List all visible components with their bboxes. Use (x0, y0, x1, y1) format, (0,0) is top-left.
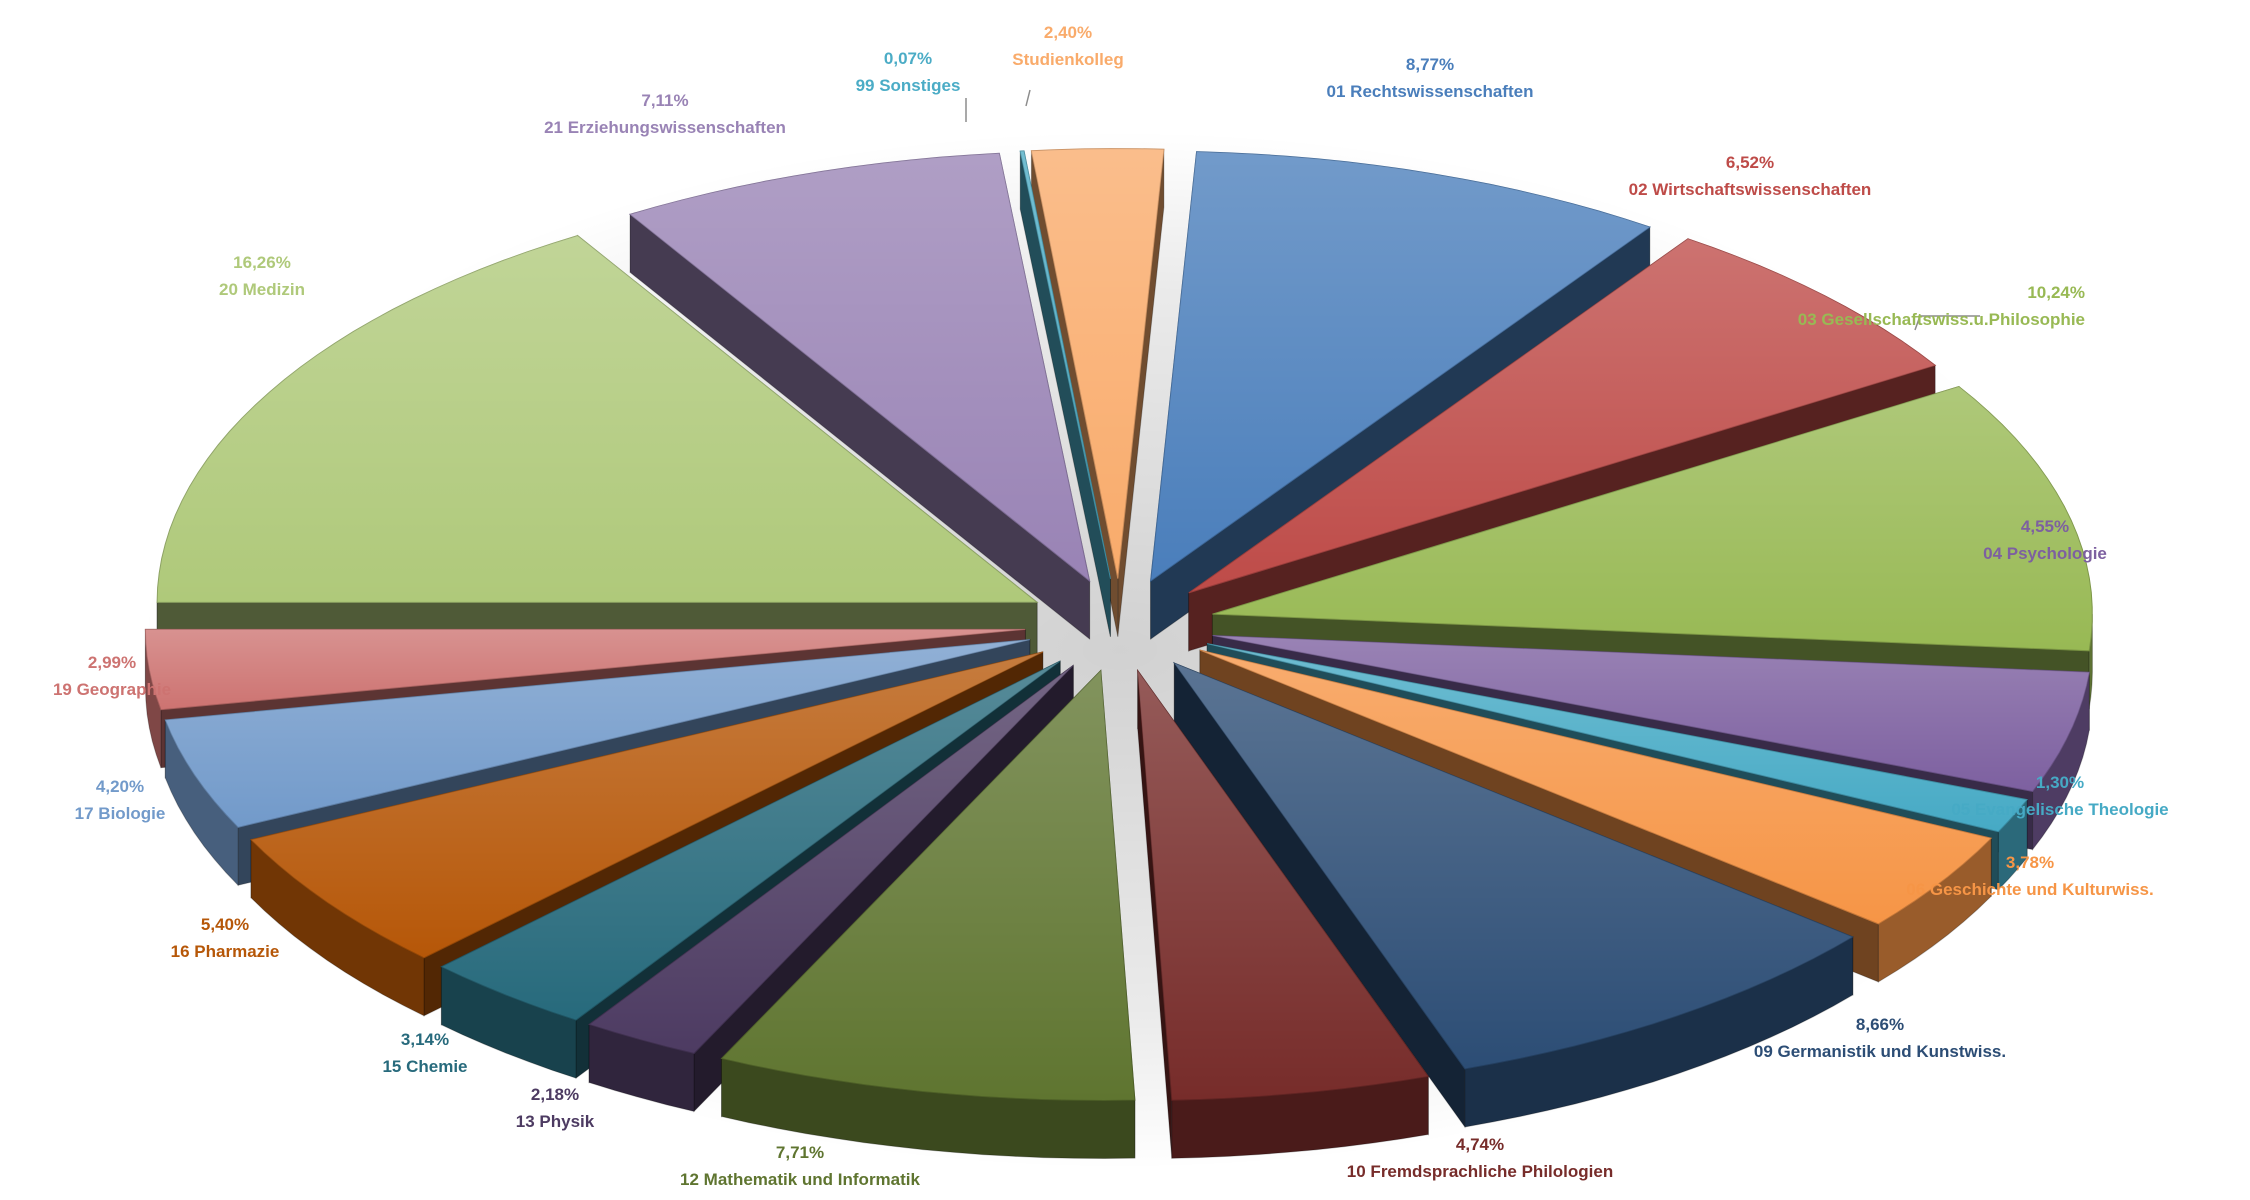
slice-sheen-21-erziehungswissenschaften (630, 153, 1090, 582)
slice-percent-label: 4,20% (96, 777, 144, 796)
slice-category-label: 13 Physik (516, 1112, 595, 1131)
slice-percent-label: 7,11% (641, 91, 688, 110)
label-01-rechtswissenschaften: 8,77% 01 Rechtswissenschaften (1327, 55, 1534, 101)
slice-category-label: 02 Wirtschaftswissenschaften (1629, 180, 1872, 199)
slice-percent-label: 1,30% (2036, 773, 2084, 792)
slice-percent-label: 3,14% (401, 1030, 449, 1049)
slice-percent-label: 2,18% (531, 1085, 579, 1104)
slice-category-label: 16 Pharmazie (171, 942, 280, 961)
slice-sheen-19-geographie (145, 629, 1026, 710)
slice-percent-label: 2,99% (88, 653, 136, 672)
slice-percent-label: 4,55% (2021, 517, 2069, 536)
label-19-geographie: 2,99% 19 Geographie (53, 653, 171, 699)
slice-sheen-03-gesellschaftswiss-u-philosophie (1212, 386, 2093, 651)
label-12-mathematik-und-informatik: 7,71% 12 Mathematik und Informatik (680, 1143, 920, 1189)
slice-sheen-15-chemie (441, 661, 1061, 1021)
slice-category-label: 20 Medizin (219, 280, 305, 299)
slice-percent-label: 3,78% (2006, 853, 2054, 872)
leader-line-03-gesellschaftswiss-u-philosophie (1914, 315, 1980, 331)
slice-category-label: 17 Biologie (75, 804, 166, 823)
slice-category-label: 06 Geschichte und Kulturwiss. (1906, 880, 2154, 899)
slice-percent-label: 16,26% (233, 253, 291, 272)
slice-labels: 8,77% 01 Rechtswissenschaften 6,52% 02 Wirt… (53, 23, 2169, 1189)
slice-sheen-17-biologie (165, 639, 1030, 828)
slice-category-label: 05 Evangelische Theologie (1951, 800, 2168, 819)
label-17-biologie: 4,20% 17 Biologie (75, 777, 166, 823)
slice-sheen-99-sonstiges (1020, 150, 1111, 579)
slice-category-label: 04 Psychologie (1983, 544, 2107, 563)
leader-line-studienkolleg (1025, 89, 1031, 107)
slice-category-label: 03 Gesellschaftswiss.u.Philosophie (1798, 310, 2085, 329)
slice-category-label: 99 Sonstiges (856, 76, 961, 95)
slice-sheen-20-medizin (157, 235, 1038, 603)
slice-sheen-02-wirtschaftswissenschaften (1188, 238, 1936, 593)
slice-category-label: 19 Geographie (53, 680, 171, 699)
slice-percent-label: 6,52% (1726, 153, 1774, 172)
slice-sheen-13-physik (589, 665, 1074, 1054)
slice-percent-label: 5,40% (201, 915, 249, 934)
slice-category-label: 01 Rechtswissenschaften (1327, 82, 1534, 101)
slice-sheen-16-pharmazie (251, 652, 1043, 958)
label-15-chemie: 3,14% 15 Chemie (382, 1030, 467, 1076)
label-02-wirtschaftswissenschaften: 6,52% 02 Wirtschaftswissenschaften (1629, 153, 1872, 199)
slice-sheen-01-rechtswissenschaften (1150, 151, 1650, 582)
slice-percent-label: 2,40% (1044, 23, 1092, 42)
slice-category-label: 15 Chemie (382, 1057, 467, 1076)
label-13-physik: 2,18% 13 Physik (516, 1085, 595, 1131)
label-09-germanistik-und-kunstwiss: 8,66% 09 Germanistik und Kunstwiss. (1754, 1015, 2006, 1061)
slice-sheen-studienkolleg (1031, 148, 1164, 579)
slice-percent-label: 8,77% (1406, 55, 1454, 74)
slice-category-label: 21 Erziehungswissenschaften (544, 118, 786, 137)
label-06-geschichte-und-kulturwiss: 3,78% 06 Geschichte und Kulturwiss. (1906, 853, 2154, 899)
label-studienkolleg: 2,40% Studienkolleg (1012, 23, 1123, 69)
label-99-sonstiges: 0,07% 99 Sonstiges (856, 49, 961, 95)
pie-slice-tops (144, 148, 2093, 1102)
label-04-psychologie: 4,55% 04 Psychologie (1983, 517, 2107, 563)
slice-percent-label: 0,07% (884, 49, 932, 68)
slice-sheen-10-fremdsprachliche-philologien (1137, 670, 1429, 1101)
slice-category-label: 09 Germanistik und Kunstwiss. (1754, 1042, 2006, 1061)
slice-percent-label: 7,71% (776, 1143, 824, 1162)
label-10-fremdsprachliche-philologien: 4,74% 10 Fremdsprachliche Philologien (1347, 1135, 1613, 1181)
slice-percent-label: 10,24% (2027, 283, 2085, 302)
label-03-gesellschaftswiss-u-philosophie: 10,24% 03 Gesellschaftswiss.u.Philosophie (1798, 283, 2085, 329)
slice-percent-label: 4,74% (1456, 1135, 1504, 1154)
slice-sheen-12-mathematik-und-informatik (721, 670, 1135, 1101)
label-21-erziehungswissenschaften: 7,11% 21 Erziehungswissenschaften (544, 91, 786, 137)
label-20-medizin: 16,26% 20 Medizin (219, 253, 305, 299)
slice-category-label: 12 Mathematik und Informatik (680, 1170, 920, 1189)
slice-category-label: Studienkolleg (1012, 50, 1123, 69)
slice-category-label: 10 Fremdsprachliche Philologien (1347, 1162, 1613, 1181)
label-16-pharmazie: 5,40% 16 Pharmazie (171, 915, 280, 961)
label-05-evangelische-theologie: 1,30% 05 Evangelische Theologie (1951, 773, 2168, 819)
slice-percent-label: 8,66% (1856, 1015, 1904, 1034)
slice-sheen-04-psychologie (1212, 635, 2090, 792)
slice-sheen-09-germanistik-und-kunstwiss (1174, 663, 1853, 1069)
slice-sheen-05-evangelische-theologie (1207, 643, 2028, 832)
slice-sheen-06-geschichte-und-kulturwiss (1199, 650, 1992, 924)
leader-lines (965, 89, 1980, 331)
